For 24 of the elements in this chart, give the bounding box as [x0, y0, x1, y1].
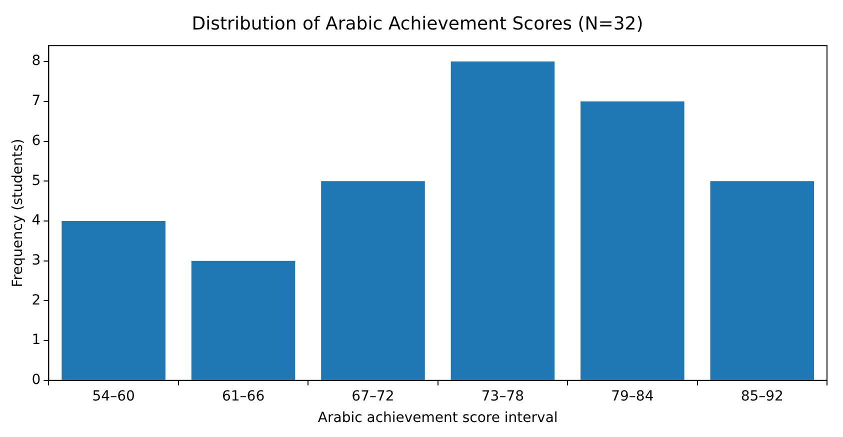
- bar: [62, 220, 166, 380]
- bar: [321, 181, 425, 380]
- y-tick-label: 4: [32, 212, 41, 229]
- bar: [191, 260, 296, 380]
- x-tick-label: 54–60: [92, 388, 135, 404]
- y-tick-label: 1: [32, 332, 41, 348]
- bar: [580, 101, 684, 380]
- y-tick-label: 8: [32, 53, 41, 70]
- y-tick-label: 6: [32, 132, 41, 149]
- bar: [710, 181, 814, 380]
- x-axis-title: Arabic achievement score interval: [318, 410, 558, 426]
- y-tick-label: 2: [32, 292, 41, 308]
- x-tick-label: 67–72: [352, 388, 394, 404]
- y-tick-label: 0: [32, 372, 41, 388]
- chart-title: Distribution of Arabic Achievement Scores (N=32): [192, 13, 644, 34]
- x-tick-label: 61–66: [222, 388, 265, 404]
- x-tick-label: 79–84: [611, 388, 654, 404]
- x-tick-label: 73–78: [481, 388, 524, 404]
- x-tick-label: 85–92: [740, 388, 784, 404]
- y-tick-label: 7: [32, 93, 41, 110]
- y-tick-label: 5: [32, 172, 41, 189]
- bar: [450, 62, 555, 380]
- y-tick-label: 3: [32, 252, 41, 268]
- y-axis-title: Frequency (students): [10, 138, 26, 288]
